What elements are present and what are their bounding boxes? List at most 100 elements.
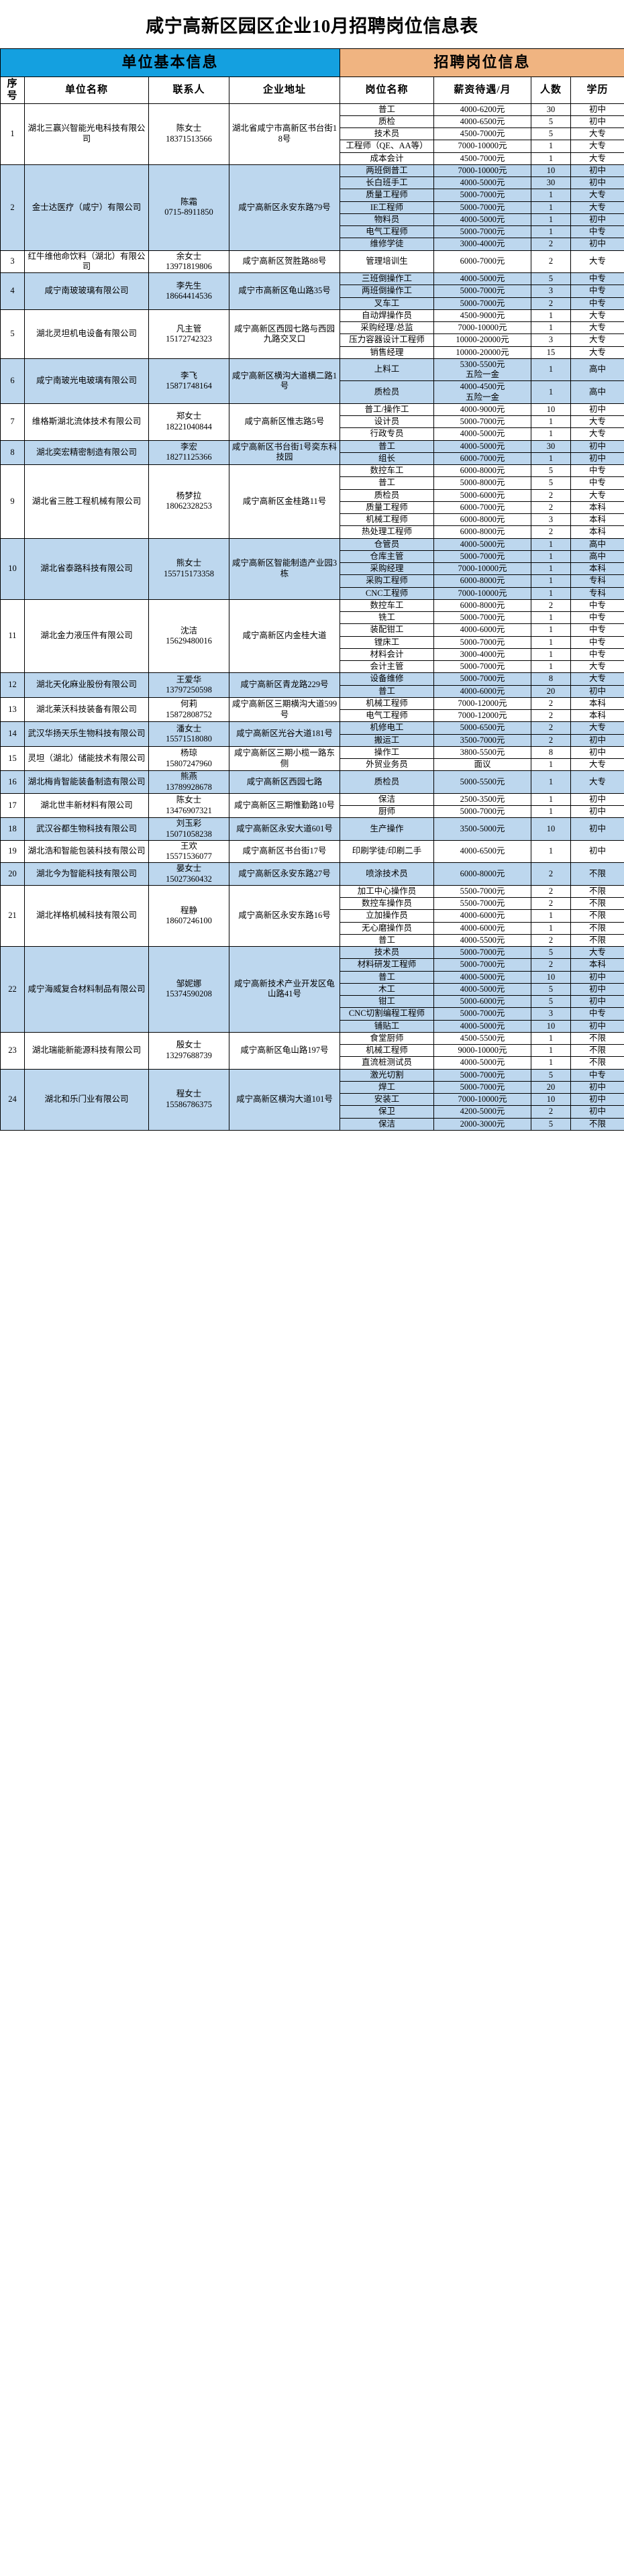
cell-position: 钳工 — [340, 995, 435, 1009]
cell-company-name: 灵坦（湖北）储能技术有限公司 — [24, 745, 149, 772]
table-row: 15 灵坦（湖北）储能技术有限公司 杨琼 15807247960 咸宁高新区三期小榄一路… — [0, 745, 624, 772]
cell-education: 中专 — [570, 1007, 624, 1021]
cell-position: 生产操作 — [340, 817, 435, 841]
recruitment-information-document: 咸宁高新区园区企业10月招聘岗位信息表 单位基本信息 招聘岗位信息 序号 单位名… — [0, 0, 624, 1131]
cell-salary: 4000-4500元 五险一金 — [433, 380, 532, 404]
table-row: 21 湖北祥格机械科技有限公司 程静 18607246100 咸宁高新区永安东路16号加… — [0, 884, 624, 947]
cell-salary: 4500-7000元 — [433, 152, 532, 165]
cell-count: 10 — [531, 970, 572, 984]
cell-position: 销售经理 — [340, 346, 435, 359]
cell-position: 质量工程师 — [340, 189, 435, 202]
cell-salary: 5000-5500元 — [433, 770, 532, 794]
cell-position: 两班倒普工 — [340, 164, 435, 178]
cell-contact: 王欢 15571536077 — [148, 839, 229, 864]
cell-education: 中专 — [570, 635, 624, 649]
table-row: 5 湖北灵坦机电设备有限公司 凡主管 15172742323 咸宁高新区西园七路与西园九… — [0, 309, 624, 359]
cell-salary: 6000-8000元 — [433, 574, 532, 588]
cell-education: 不限 — [570, 933, 624, 947]
cell-count: 2 — [531, 488, 572, 502]
table-row: 4 咸宁南玻玻璃有限公司 李先生 18664414536 咸宁市高新区龟山路35号 三班倒… — [0, 272, 624, 310]
table-row: 8 湖北奕宏精密制造有限公司 李宏 18271125366 咸宁高新区书台街1号奕东科技… — [0, 440, 624, 466]
cell-salary: 4000-5000元 — [433, 970, 532, 984]
cell-position: 普工 — [340, 103, 435, 116]
cell-contact: 陈女士 13476907321 — [148, 792, 229, 819]
cell-education: 不限 — [570, 1117, 624, 1131]
cell-salary: 4000-5000元 — [433, 213, 532, 227]
contact-phone-number: 15374590208 — [166, 989, 212, 999]
contact-phone-number: 18271125366 — [166, 452, 212, 462]
cell-position: 工程师（QE、AA等） — [340, 140, 435, 153]
cell-salary: 5500-7000元 — [433, 884, 532, 898]
cell-contact: 郑女士 18221040844 — [148, 403, 229, 441]
cell-education: 高中 — [570, 537, 624, 551]
cell-seq: 23 — [0, 1031, 25, 1070]
cell-education: 大专 — [570, 250, 624, 274]
table-row: 两班倒操作工 5000-7000元 3 中专 — [1, 285, 624, 298]
cell-position: 安装工 — [340, 1093, 435, 1106]
cell-position: 厨师 — [340, 805, 435, 819]
cell-salary: 2500-3500元 — [433, 792, 532, 807]
cell-position: 会计主管 — [340, 660, 435, 674]
cell-education: 初中 — [570, 792, 624, 807]
cell-company-name: 湖北三赢兴智能光电科技有限公司 — [24, 103, 149, 165]
cell-position: 操作工 — [340, 745, 435, 760]
contact-person-name: 程女士 — [176, 1089, 202, 1099]
column-header-position: 岗位名称 — [340, 76, 435, 104]
cell-count: 5 — [531, 1117, 572, 1131]
cell-count: 5 — [531, 1068, 572, 1082]
cell-salary: 10000-20000元 — [433, 346, 532, 359]
contact-phone-number: 13797250598 — [166, 685, 212, 695]
cell-position: 铣工 — [340, 611, 435, 625]
cell-education: 初中 — [570, 238, 624, 251]
cell-position: 质检 — [340, 115, 435, 129]
cell-count: 1 — [531, 140, 572, 153]
contact-phone-number: 15571536077 — [166, 852, 212, 862]
group-header-unit: 单位基本信息 — [0, 48, 341, 77]
cell-company-name: 武汉谷都生物科技有限公司 — [24, 817, 149, 841]
cell-salary: 5000-7000元 — [433, 285, 532, 298]
cell-education: 不限 — [570, 921, 624, 935]
contact-person-name: 凡主管 — [176, 323, 202, 333]
cell-position: 保洁 — [340, 1117, 435, 1131]
cell-education: 大专 — [570, 201, 624, 214]
contact-phone-number: 15027360432 — [166, 874, 212, 884]
cell-salary: 5000-7000元 — [433, 225, 532, 239]
cell-position: 质量工程师 — [340, 501, 435, 515]
cell-count: 1 — [531, 427, 572, 441]
cell-salary: 5000-7000元 — [433, 201, 532, 214]
cell-contact: 余女士 13971819806 — [148, 250, 229, 274]
cell-address: 咸宁高新区三期小榄一路东侧 — [228, 745, 341, 772]
cell-salary: 6000-7000元 — [433, 501, 532, 515]
cell-seq: 3 — [0, 250, 25, 274]
table-row: 7 维格斯湖北流体技术有限公司 郑女士 18221040844 咸宁高新区惟志路5号 普工… — [0, 403, 624, 441]
cell-seq: 12 — [0, 672, 25, 698]
cell-position: CNC切割编程工程师 — [340, 1007, 435, 1021]
cell-position: 机械工程师 — [340, 1044, 435, 1058]
cell-contact: 凡主管 15172742323 — [148, 309, 229, 359]
cell-address: 咸宁高新区西园七路 — [228, 770, 341, 794]
cell-count: 10 — [531, 164, 572, 178]
table-row: 设计员 5000-7000元 1 大专 — [1, 415, 624, 429]
cell-position: 电气工程师 — [340, 225, 435, 239]
cell-count: 1 — [531, 648, 572, 662]
cell-position: 材料会计 — [340, 648, 435, 662]
table-row: 铣工 5000-7000元 1 中专 — [1, 611, 624, 625]
cell-education: 不限 — [570, 884, 624, 898]
table-row: 9 湖北省三胜工程机械有限公司 杨梦拉 18062328253 咸宁高新区金桂路11号数… — [0, 464, 624, 539]
cell-education: 初中 — [570, 839, 624, 864]
contact-phone-number: 15872808752 — [166, 709, 212, 719]
cell-education: 专科 — [570, 586, 624, 600]
cell-salary: 7000-10000元 — [433, 140, 532, 153]
cell-education: 不限 — [570, 897, 624, 911]
cell-contact: 何莉 15872808752 — [148, 697, 229, 723]
cell-salary: 9000-10000元 — [433, 1044, 532, 1058]
cell-salary: 6000-8000元 — [433, 525, 532, 539]
cell-count: 1 — [531, 358, 572, 382]
cell-position: 机修电工 — [340, 721, 435, 735]
recruitment-table: 单位基本信息 招聘岗位信息 序号 单位名称 联系人 企业地址 岗位名称 薪资待遇… — [0, 48, 624, 1131]
cell-position: 印刷学徒/印刷二手 — [340, 839, 435, 864]
cell-seq: 18 — [0, 817, 25, 841]
cell-count: 3 — [531, 285, 572, 298]
cell-education: 初中 — [570, 805, 624, 819]
cell-address: 咸宁高新区永安大道601号 — [228, 817, 341, 841]
